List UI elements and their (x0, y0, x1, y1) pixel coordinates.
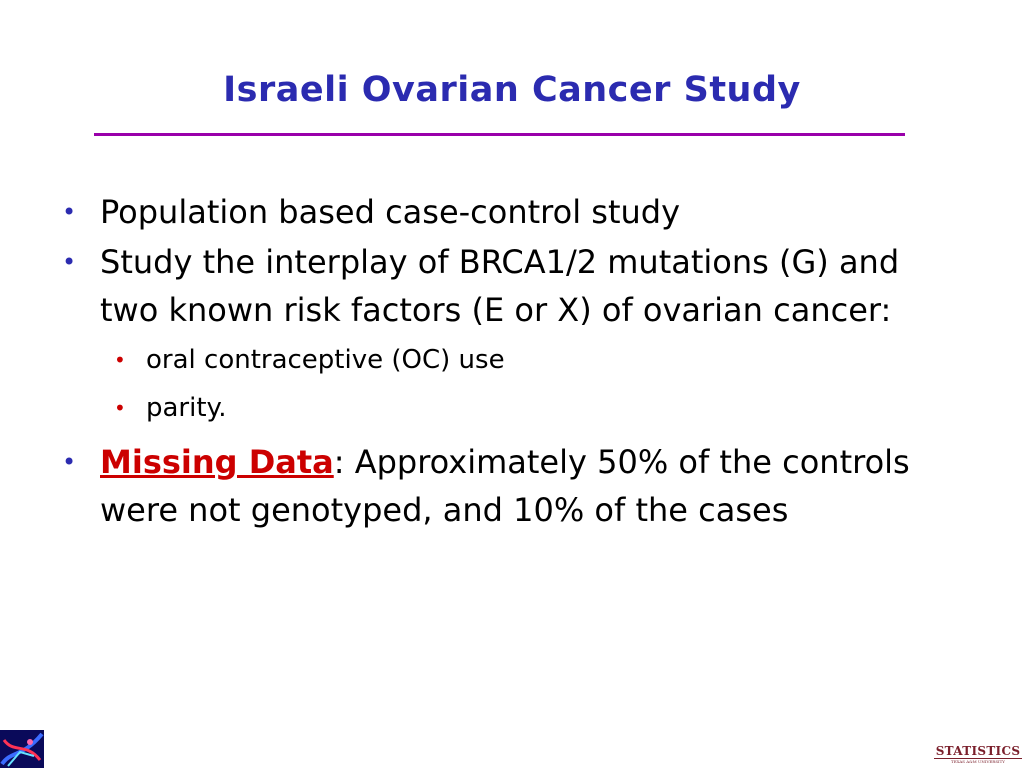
sub-bullet-item: • parity. (0, 384, 1024, 432)
bullet-text: : Approximately 50% of the controls were… (100, 443, 910, 529)
bullet-item: • Population based case-control study (0, 188, 920, 236)
sub-bullet-text: oral contraceptive (OC) use (146, 345, 505, 375)
bullet-text: Population based case-control study (100, 193, 681, 231)
sub-bullet-text: parity. (146, 393, 227, 423)
bullet-text: Study the interplay of BRCA1/2 mutations… (100, 243, 900, 329)
dna-logo-icon (0, 730, 44, 768)
sub-bullet-icon: • (114, 396, 126, 420)
bullet-item: • Missing Data: Approximately 50% of the… (0, 438, 920, 534)
bullet-icon: • (62, 448, 77, 476)
bullet-icon: • (62, 248, 77, 276)
bullet-item: • Study the interplay of BRCA1/2 mutatio… (0, 238, 920, 334)
statistics-logo-text: STATISTICS (934, 744, 1022, 759)
slide-title: Israeli Ovarian Cancer Study (223, 70, 801, 110)
bullet-list: • Population based case-control study • … (0, 188, 1024, 536)
statistics-logo-subtext: TEXAS A&M UNIVERSITY (951, 759, 1005, 764)
title-divider (94, 133, 905, 136)
sub-bullet-icon: • (114, 348, 126, 372)
sub-bullet-item: • oral contraceptive (OC) use (0, 336, 1024, 384)
missing-data-label: Missing Data (100, 443, 334, 481)
statistics-logo: STATISTICS TEXAS A&M UNIVERSITY (934, 745, 1022, 767)
bullet-icon: • (62, 198, 77, 226)
